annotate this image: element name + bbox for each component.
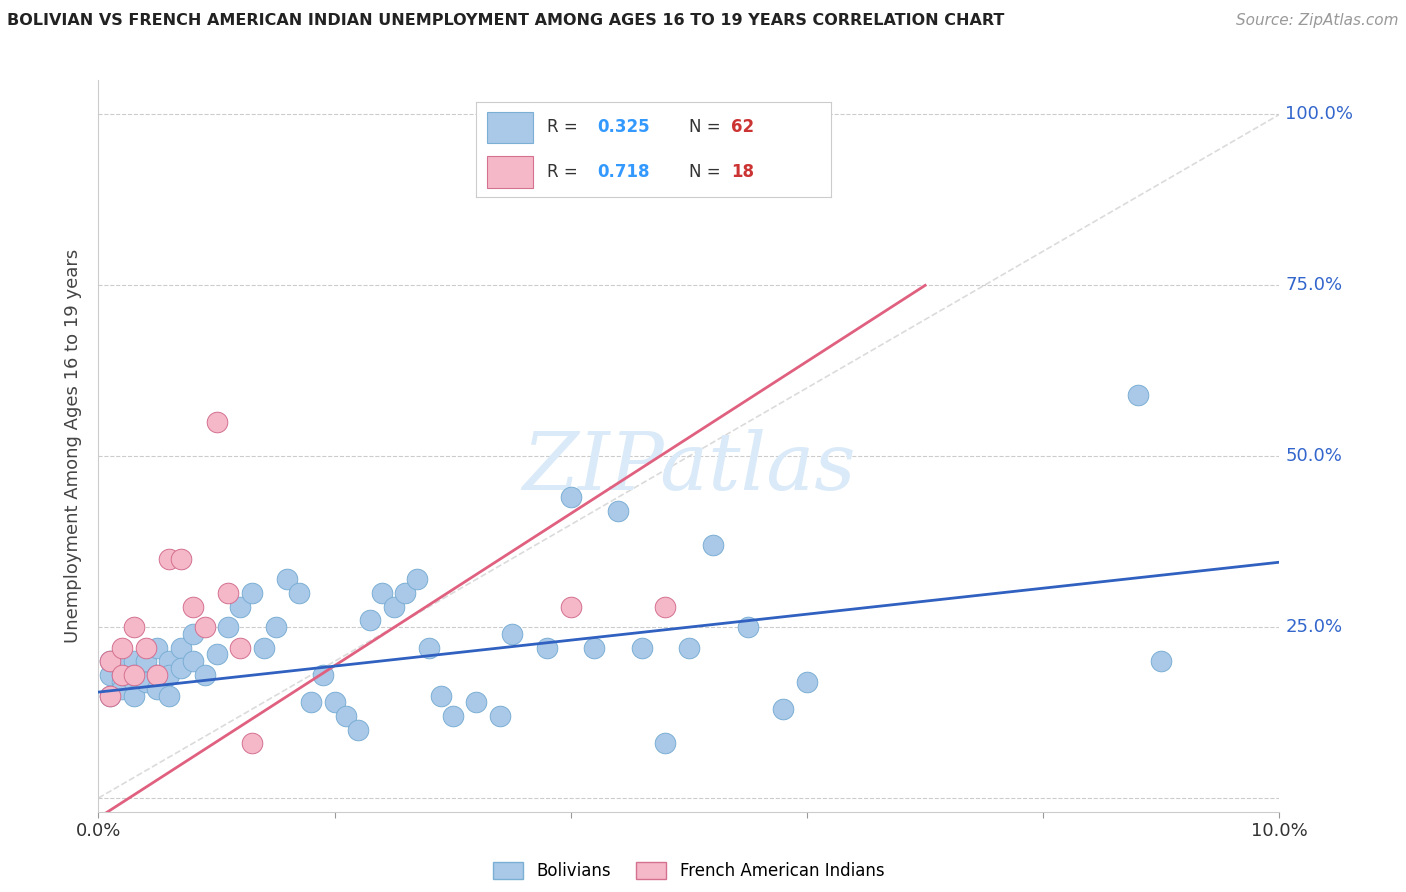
Point xyxy=(536,640,558,655)
Point xyxy=(772,702,794,716)
Point xyxy=(229,599,252,614)
Point xyxy=(146,640,169,655)
Text: 62: 62 xyxy=(731,119,755,136)
Point xyxy=(465,695,488,709)
Point xyxy=(157,668,180,682)
Point xyxy=(1150,654,1173,668)
Text: R =: R = xyxy=(547,119,583,136)
Point xyxy=(111,681,134,696)
Point xyxy=(111,668,134,682)
Point xyxy=(122,620,145,634)
Point xyxy=(382,599,405,614)
Point xyxy=(253,640,276,655)
Text: 18: 18 xyxy=(731,162,755,181)
Bar xyxy=(486,156,533,188)
Point xyxy=(135,674,157,689)
Point xyxy=(181,627,204,641)
Point xyxy=(146,681,169,696)
Point xyxy=(146,668,169,682)
Point xyxy=(111,661,134,675)
Point xyxy=(135,661,157,675)
Point xyxy=(194,620,217,634)
Point xyxy=(157,551,180,566)
Text: 50.0%: 50.0% xyxy=(1285,447,1343,466)
Point xyxy=(335,709,357,723)
Point xyxy=(347,723,370,737)
Point xyxy=(312,668,335,682)
Point xyxy=(122,654,145,668)
Point xyxy=(630,640,652,655)
Point xyxy=(135,640,157,655)
Point xyxy=(194,668,217,682)
Point xyxy=(170,640,193,655)
Point xyxy=(501,627,523,641)
Point xyxy=(264,620,287,634)
Point xyxy=(560,599,582,614)
Point xyxy=(98,654,121,668)
Point xyxy=(217,620,239,634)
Point xyxy=(98,689,121,703)
Point xyxy=(240,586,263,600)
Bar xyxy=(486,112,533,143)
Text: R =: R = xyxy=(547,162,583,181)
Point xyxy=(111,668,134,682)
Point xyxy=(583,640,606,655)
Point xyxy=(205,415,228,429)
Point xyxy=(654,599,676,614)
Point xyxy=(181,654,204,668)
Point xyxy=(418,640,440,655)
Point xyxy=(796,674,818,689)
Point xyxy=(122,668,145,682)
Text: 75.0%: 75.0% xyxy=(1285,277,1343,294)
Point xyxy=(1126,388,1149,402)
Y-axis label: Unemployment Among Ages 16 to 19 years: Unemployment Among Ages 16 to 19 years xyxy=(65,249,83,643)
Point xyxy=(111,674,134,689)
Point xyxy=(299,695,322,709)
Point xyxy=(135,654,157,668)
Point xyxy=(98,668,121,682)
Point xyxy=(146,668,169,682)
Point xyxy=(111,640,134,655)
Point xyxy=(430,689,453,703)
Point xyxy=(560,490,582,504)
Point xyxy=(702,538,724,552)
Point xyxy=(607,504,630,518)
Text: 100.0%: 100.0% xyxy=(1285,105,1354,123)
Point xyxy=(122,689,145,703)
Point xyxy=(406,572,429,586)
Point xyxy=(394,586,416,600)
Text: 0.718: 0.718 xyxy=(596,162,650,181)
Point xyxy=(371,586,394,600)
Text: N =: N = xyxy=(689,119,725,136)
Text: Source: ZipAtlas.com: Source: ZipAtlas.com xyxy=(1236,13,1399,29)
Point xyxy=(678,640,700,655)
Point xyxy=(98,689,121,703)
Text: N =: N = xyxy=(689,162,725,181)
Point xyxy=(181,599,204,614)
Text: 0.325: 0.325 xyxy=(596,119,650,136)
Point xyxy=(359,613,381,627)
Text: 25.0%: 25.0% xyxy=(1285,618,1343,636)
Point xyxy=(122,674,145,689)
Point xyxy=(122,668,145,682)
Point xyxy=(229,640,252,655)
Point xyxy=(240,736,263,750)
Point xyxy=(157,654,180,668)
Point xyxy=(98,654,121,668)
Point xyxy=(489,709,512,723)
Point xyxy=(157,689,180,703)
Point xyxy=(654,736,676,750)
Text: BOLIVIAN VS FRENCH AMERICAN INDIAN UNEMPLOYMENT AMONG AGES 16 TO 19 YEARS CORREL: BOLIVIAN VS FRENCH AMERICAN INDIAN UNEMP… xyxy=(7,13,1004,29)
Text: ZIPatlas: ZIPatlas xyxy=(522,429,856,507)
Point xyxy=(217,586,239,600)
Point xyxy=(170,551,193,566)
Point xyxy=(441,709,464,723)
Point xyxy=(170,661,193,675)
Point xyxy=(276,572,298,586)
Point xyxy=(323,695,346,709)
Point xyxy=(205,648,228,662)
Legend: Bolivians, French American Indians: Bolivians, French American Indians xyxy=(494,862,884,880)
Point xyxy=(288,586,311,600)
Point xyxy=(737,620,759,634)
